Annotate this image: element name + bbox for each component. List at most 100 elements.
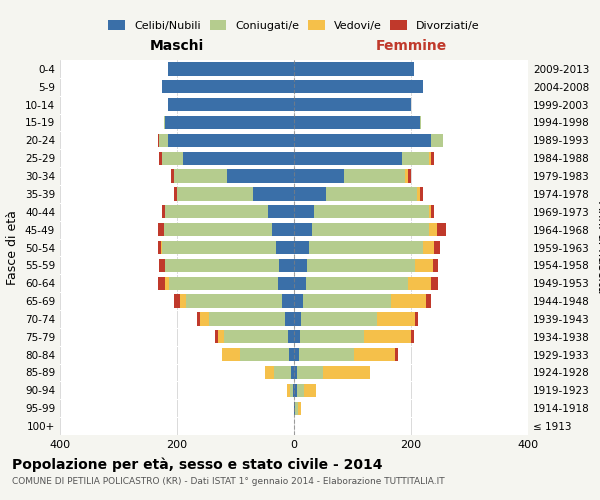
Bar [294,384,297,397]
Bar [294,366,297,379]
Bar [297,384,304,397]
Bar [306,276,408,290]
Bar [165,276,169,290]
Bar [294,116,420,129]
Bar [408,276,431,290]
Bar [308,241,422,254]
Text: Popolazione per età, sesso e stato civile - 2014: Popolazione per età, sesso e stato civil… [12,458,383,472]
Bar [277,241,294,254]
Bar [253,187,294,200]
Bar [415,258,433,272]
Bar [437,223,446,236]
Bar [303,294,391,308]
Bar [285,312,294,326]
Bar [294,276,306,290]
Bar [344,170,405,183]
Bar [433,258,439,272]
Bar [200,312,209,326]
Bar [411,330,414,344]
Bar [314,205,428,218]
Bar [428,152,431,165]
Bar [268,205,294,218]
Bar [197,312,200,326]
Bar [174,294,180,308]
Bar [326,187,417,200]
Bar [224,330,288,344]
Bar [294,402,295,415]
Bar [294,98,411,112]
Bar [408,170,411,183]
Bar [158,223,164,236]
Bar [294,258,307,272]
Bar [278,276,294,290]
Bar [294,170,344,183]
Text: COMUNE DI PETILIA POLICASTRO (KR) - Dati ISTAT 1° gennaio 2014 - Elaborazione TU: COMUNE DI PETILIA POLICASTRO (KR) - Dati… [12,478,445,486]
Bar [377,312,415,326]
Bar [163,152,183,165]
Bar [166,258,280,272]
Bar [420,116,421,129]
Bar [298,402,301,415]
Bar [164,116,166,129]
Bar [265,366,274,379]
Bar [431,276,439,290]
Bar [174,187,177,200]
Bar [166,205,268,218]
Bar [169,276,278,290]
Bar [280,258,294,272]
Bar [294,80,422,94]
Bar [174,170,227,183]
Bar [294,187,326,200]
Bar [307,258,415,272]
Bar [295,402,298,415]
Bar [299,348,354,362]
Bar [160,152,163,165]
Bar [428,223,437,236]
Bar [158,134,160,147]
Legend: Celibi/Nubili, Coniugati/e, Vedovi/e, Divorziati/e: Celibi/Nubili, Coniugati/e, Vedovi/e, Di… [105,17,483,34]
Bar [186,294,283,308]
Bar [323,366,370,379]
Bar [300,330,364,344]
Text: Maschi: Maschi [150,39,204,53]
Bar [405,170,408,183]
Bar [431,205,434,218]
Bar [215,330,218,344]
Bar [354,348,395,362]
Bar [415,312,418,326]
Bar [425,294,431,308]
Bar [163,205,166,218]
Bar [417,187,420,200]
Bar [402,152,428,165]
Bar [218,330,224,344]
Bar [160,258,166,272]
Bar [391,294,425,308]
Bar [158,241,161,254]
Bar [301,312,377,326]
Bar [180,294,186,308]
Bar [164,223,272,236]
Bar [177,187,253,200]
Bar [395,348,398,362]
Bar [274,366,291,379]
Bar [168,62,294,76]
Bar [283,294,294,308]
Bar [364,330,411,344]
Bar [171,170,174,183]
Bar [434,241,440,254]
Bar [166,116,294,129]
Y-axis label: Anni di nascita: Anni di nascita [595,201,600,294]
Y-axis label: Fasce di età: Fasce di età [7,210,19,285]
Bar [431,152,434,165]
Bar [297,366,323,379]
Bar [311,223,428,236]
Bar [422,241,434,254]
Bar [183,152,294,165]
Bar [291,366,294,379]
Bar [209,312,285,326]
Bar [168,134,294,147]
Bar [294,134,431,147]
Bar [161,241,163,254]
Bar [428,205,431,218]
Bar [290,384,293,397]
